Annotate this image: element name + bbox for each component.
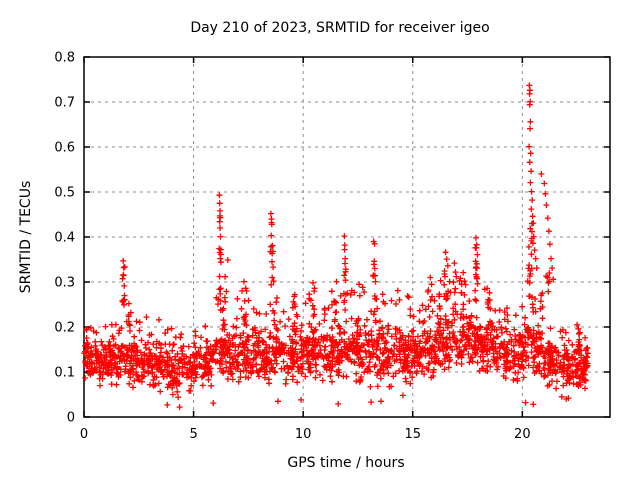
y-tick-label: 0.1 <box>54 366 75 381</box>
chart-title: Day 210 of 2023, SRMTID for receiver ige… <box>190 20 489 36</box>
scatter-markers <box>81 82 591 411</box>
y-tick-label: 0 <box>67 411 75 426</box>
x-tick-label: 10 <box>295 427 312 442</box>
y-tick-label: 0.6 <box>54 141 75 156</box>
axis-border-and-ticks <box>83 56 611 418</box>
y-tick-label: 0.8 <box>54 51 75 66</box>
y-tick-label: 0.3 <box>54 276 75 291</box>
y-axis-label: SRMTID / TECUs <box>18 181 34 294</box>
y-tick-label: 0.5 <box>54 186 75 201</box>
y-tick-label: 0.2 <box>54 321 75 336</box>
x-tick-label: 5 <box>189 427 197 442</box>
x-axis-label: GPS time / hours <box>287 455 404 471</box>
x-tick-label: 15 <box>404 427 421 442</box>
data-points <box>81 82 591 411</box>
y-tick-label: 0.7 <box>54 96 75 111</box>
x-tick-label: 20 <box>514 427 531 442</box>
y-tick-label: 0.4 <box>54 231 75 246</box>
x-tick-label: 0 <box>80 427 88 442</box>
tick-labels: 0 0.1 0.2 0.3 0.4 0.5 0.6 0.7 0.8 0 5 10 15 20 <box>54 51 530 443</box>
